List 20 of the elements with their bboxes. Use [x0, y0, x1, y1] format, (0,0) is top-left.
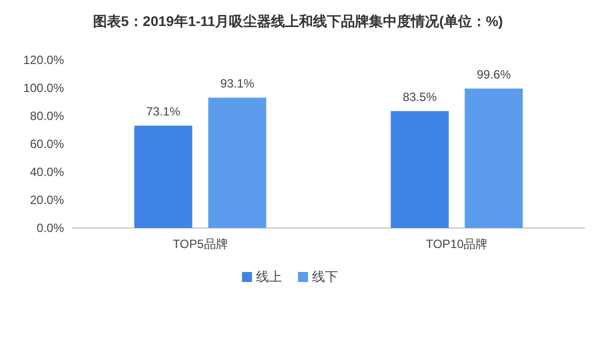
bar	[390, 111, 449, 228]
bar	[134, 126, 192, 228]
y-tick-label: 0.0%	[36, 221, 64, 235]
data-label: 73.1%	[146, 104, 181, 119]
legend-label: 线下	[312, 269, 338, 284]
y-tick-label: 120.0%	[23, 53, 64, 67]
y-tick-label: 100.0%	[23, 81, 64, 95]
data-label: 99.6%	[476, 68, 512, 82]
data-label: 83.5%	[402, 90, 438, 104]
x-tick-label: TOP5品牌	[172, 237, 228, 251]
y-tick-label: 40.0%	[30, 165, 64, 179]
x-tick-label: TOP10品牌	[426, 237, 488, 251]
y-tick-label: 80.0%	[30, 109, 64, 123]
y-tick-label: 20.0%	[30, 193, 64, 207]
bar	[464, 88, 523, 228]
bar	[208, 98, 266, 228]
data-label: 93.1%	[220, 76, 255, 91]
chart-title: 图表5：2019年1-11月吸尘器线上和线下品牌集中度情况(单位：%)	[93, 13, 503, 29]
legend-label: 线上	[256, 269, 282, 284]
y-tick-label: 60.0%	[30, 137, 64, 151]
